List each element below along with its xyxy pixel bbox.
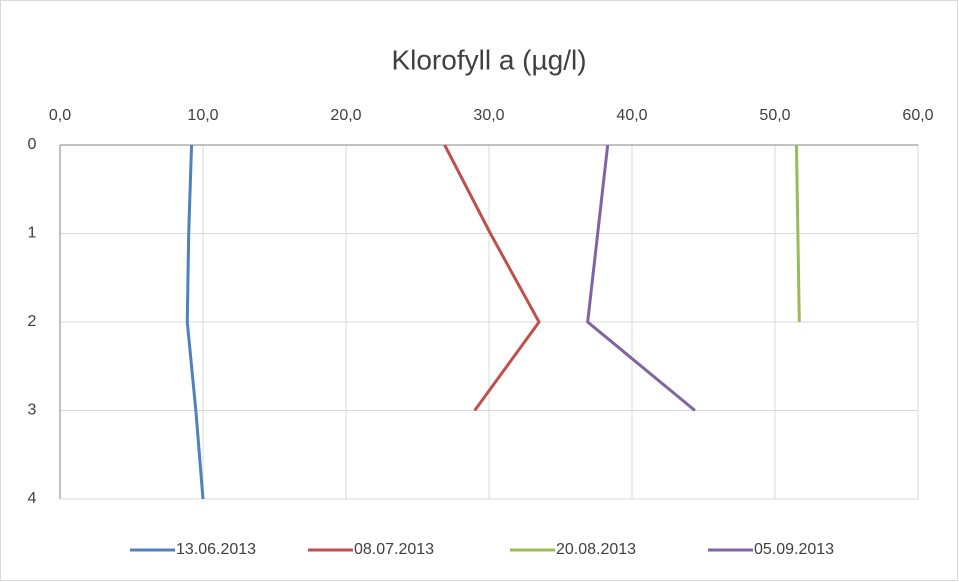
x-tick-label: 30,0 — [473, 107, 504, 124]
x-tick-label: 50,0 — [759, 107, 790, 124]
x-tick-label: 20,0 — [330, 107, 361, 124]
legend-label: 20.08.2013 — [556, 541, 636, 558]
chart-title: Klorofyll a (µg/l) — [391, 44, 586, 75]
y-tick-label: 0 — [28, 136, 37, 153]
legend-label: 08.07.2013 — [354, 541, 434, 558]
x-tick-label: 60,0 — [902, 107, 933, 124]
series-line — [443, 144, 541, 412]
y-tick-label: 2 — [28, 313, 37, 330]
series-line — [586, 144, 696, 412]
y-tick-label: 1 — [28, 225, 37, 242]
x-tick-label: 10,0 — [187, 107, 218, 124]
y-tick-label: 3 — [28, 402, 37, 419]
x-tick-label: 0,0 — [49, 107, 71, 124]
legend-label: 13.06.2013 — [176, 541, 256, 558]
series-line — [185, 144, 205, 500]
legend-label: 05.09.2013 — [754, 541, 834, 558]
series-line — [794, 144, 801, 323]
x-tick-label: 40,0 — [616, 107, 647, 124]
y-tick-label: 4 — [28, 490, 37, 507]
